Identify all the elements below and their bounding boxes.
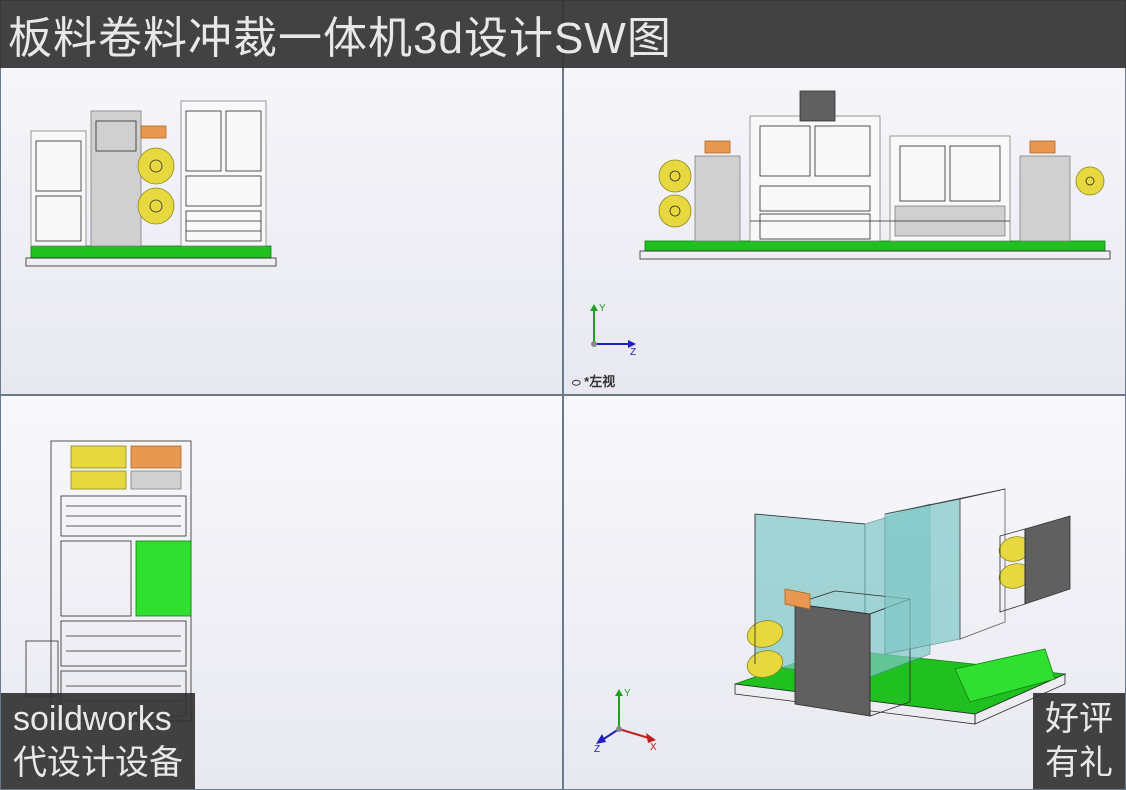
- viewport-iso[interactable]: Y X Z 好评 有礼: [563, 395, 1126, 790]
- title-text: 板料卷料冲裁一体机3d设计SW图: [8, 14, 672, 63]
- axis-triad-xyz: Y X Z: [594, 684, 664, 759]
- badge-bl-line1: soildworks: [13, 697, 183, 741]
- axis-z-label: Z: [594, 744, 600, 755]
- viewport-grid: Y Z ⬭ *左视: [0, 0, 1126, 790]
- axis-y-label: Y: [624, 688, 631, 699]
- view-label-left: ⬭ *左视: [572, 371, 615, 390]
- badge-br-line2: 有礼: [1045, 741, 1113, 785]
- badge-bl-line2: 代设计设备: [13, 741, 183, 785]
- axis-x-label: X: [650, 742, 657, 753]
- title-overlay: 板料卷料冲裁一体机3d设计SW图: [0, 0, 1126, 68]
- badge-bottom-right: 好评 有礼: [1033, 693, 1125, 789]
- machine-front-view: [11, 71, 291, 276]
- machine-top-view: [16, 421, 246, 736]
- axis-z-label: Z: [630, 347, 636, 358]
- machine-side-view: [635, 66, 1115, 271]
- badge-bottom-left: soildworks 代设计设备: [1, 693, 195, 789]
- badge-br-line1: 好评: [1045, 697, 1113, 741]
- viewport-top[interactable]: soildworks 代设计设备: [0, 395, 563, 790]
- axis-triad-yz: Y Z: [584, 299, 644, 364]
- axis-y-label: Y: [599, 303, 606, 314]
